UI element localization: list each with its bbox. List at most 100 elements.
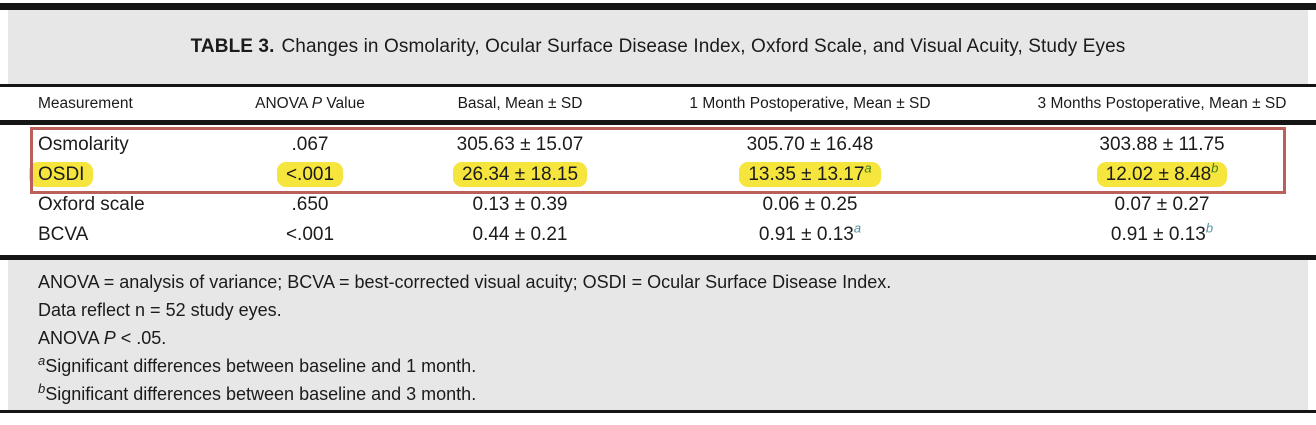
top-border-bar: [0, 3, 1316, 10]
mean-sd-value: 0.44 ± 0.21: [472, 224, 568, 245]
cell-content: 303.88 ± 11.75: [1099, 134, 1224, 155]
measurement-label: Oxford scale: [38, 194, 145, 215]
cell-content: 0.91 ± 0.13b: [1110, 220, 1214, 245]
basal-mean-cell: 26.34 ± 18.15: [380, 162, 660, 187]
month3-mean-cell: 303.88 ± 11.75: [960, 134, 1316, 156]
p-value: <.001: [285, 224, 335, 245]
highlight-mark: <.001: [276, 162, 344, 187]
mean-sd-value: 26.34 ± 18.15: [461, 164, 579, 185]
table-row: OSDI <.001 26.34 ± 18.15 13.35 ± 13.17a 12.0…: [0, 160, 1316, 190]
p-value: <.001: [285, 164, 335, 185]
text-part: < .05.: [115, 328, 167, 348]
month1-mean-cell: 305.70 ± 16.48: [660, 134, 960, 156]
p-value: .650: [291, 194, 329, 215]
month3-mean-cell: 0.91 ± 0.13b: [960, 220, 1316, 246]
cell-content: 305.63 ± 15.07: [457, 134, 584, 155]
table-row: Osmolarity .067 305.63 ± 15.07 305.70 ± 16.…: [0, 130, 1316, 160]
highlight-mark: 13.35 ± 13.17a: [739, 160, 881, 187]
mean-sd-value: 303.88 ± 11.75: [1099, 134, 1225, 155]
body-divider-rule: [0, 255, 1316, 260]
month3-mean-cell: 12.02 ± 8.48b: [960, 160, 1316, 187]
table-title-label: TABLE 3.: [190, 36, 275, 57]
mean-sd-value: 0.91 ± 0.13: [1110, 224, 1206, 245]
cell-content: 0.44 ± 0.21: [473, 224, 568, 245]
significance-superscript: a: [853, 220, 862, 236]
table-title: TABLE 3. Changes in Osmolarity, Ocular Su…: [191, 36, 1126, 58]
footnote-line: ANOVA = analysis of variance; BCVA = bes…: [38, 268, 1288, 296]
highlight-mark: 12.02 ± 8.48b: [1096, 160, 1228, 187]
column-header: 3 Months Postoperative, Mean ± SD: [960, 95, 1316, 113]
measurement-label: BCVA: [38, 224, 89, 245]
cell-content: 0.91 ± 0.13a: [758, 220, 862, 245]
p-value-cell: .067: [240, 134, 380, 156]
mean-sd-value: 0.13 ± 0.39: [472, 194, 568, 215]
mean-sd-value: 0.91 ± 0.13: [758, 224, 854, 245]
mean-sd-value: 0.07 ± 0.27: [1114, 194, 1210, 215]
footnote-superscript: b: [38, 381, 46, 396]
text-part: Significant differences between baseline…: [45, 384, 477, 404]
measurement-cell: BCVA: [0, 224, 240, 246]
text-part: P: [103, 328, 116, 348]
text-part: ANOVA: [255, 94, 312, 112]
text-part: Data reflect n = 52 study eyes.: [38, 300, 282, 320]
column-header: ANOVA P Value: [240, 95, 380, 113]
column-header: 1 Month Postoperative, Mean ± SD: [660, 95, 960, 113]
measurement-cell: Osmolarity: [0, 134, 240, 156]
mean-sd-value: 12.02 ± 8.48: [1105, 164, 1212, 185]
cell-content: <.001: [286, 224, 334, 245]
p-value-cell: .650: [240, 194, 380, 216]
cell-content: .650: [292, 194, 329, 215]
text-part: P: [311, 94, 323, 112]
cell-content: .067: [292, 134, 329, 155]
measurement-cell: OSDI: [0, 162, 240, 187]
footnote-line: bSignificant differences between baselin…: [38, 380, 1288, 408]
measurement-label: Osmolarity: [38, 134, 129, 155]
mean-sd-value: 0.06 ± 0.25: [762, 194, 858, 215]
text-part: Basal, Mean ± SD: [457, 94, 583, 112]
significance-superscript: b: [1205, 220, 1214, 236]
column-header: Basal, Mean ± SD: [380, 95, 660, 113]
measurement-cell: Oxford scale: [0, 194, 240, 216]
month1-mean-cell: 0.06 ± 0.25: [660, 194, 960, 216]
text-part: Measurement: [38, 94, 133, 112]
p-value: .067: [291, 134, 329, 155]
highlight-mark: 26.34 ± 18.15: [452, 162, 588, 187]
table-title-text: Changes in Osmolarity, Ocular Surface Di…: [281, 36, 1126, 57]
footnote-line: Data reflect n = 52 study eyes.: [38, 296, 1288, 324]
month1-mean-cell: 13.35 ± 13.17a: [660, 160, 960, 187]
footnotes-section: ANOVA = analysis of variance; BCVA = bes…: [8, 260, 1308, 410]
basal-mean-cell: 0.44 ± 0.21: [380, 224, 660, 246]
text-part: Value: [322, 94, 365, 112]
title-divider-rule: [0, 84, 1316, 87]
text-part: ANOVA = analysis of variance; BCVA = bes…: [38, 272, 892, 292]
cell-content: 305.70 ± 16.48: [747, 134, 874, 155]
highlight-mark: OSDI: [29, 162, 94, 187]
p-value-cell: <.001: [240, 224, 380, 246]
cell-content: 0.06 ± 0.25: [763, 194, 858, 215]
mean-sd-value: 305.70 ± 16.48: [746, 134, 874, 155]
footnote-superscript: a: [38, 353, 46, 368]
cell-content: BCVA: [38, 224, 88, 245]
table-body: Osmolarity .067 305.63 ± 15.07 305.70 ± 16.…: [0, 125, 1316, 255]
cell-content: Osmolarity: [38, 134, 129, 155]
mean-sd-value: 13.35 ± 13.17: [748, 164, 865, 185]
footnote-line: aSignificant differences between baselin…: [38, 352, 1288, 380]
p-value-cell: <.001: [240, 162, 380, 187]
text-part: Significant differences between baseline…: [45, 356, 477, 376]
significance-superscript: b: [1211, 160, 1219, 176]
basal-mean-cell: 0.13 ± 0.39: [380, 194, 660, 216]
table-row: Oxford scale .650 0.13 ± 0.39 0.06 ± 0.25 0.…: [0, 190, 1316, 220]
bottom-border-rule: [0, 410, 1316, 413]
cell-content: Oxford scale: [38, 194, 145, 215]
text-part: ANOVA: [38, 328, 104, 348]
cell-content: 0.13 ± 0.39: [473, 194, 568, 215]
header-divider-rule: [0, 120, 1316, 125]
table-row: BCVA <.001 0.44 ± 0.21 0.91 ± 0.13a 0.91 ± 0…: [0, 220, 1316, 250]
cell-content: 0.07 ± 0.27: [1115, 194, 1210, 215]
text-part: 3 Months Postoperative, Mean ± SD: [1037, 94, 1287, 112]
significance-superscript: a: [864, 160, 872, 176]
footnote-line: ANOVA P < .05.: [38, 324, 1288, 352]
column-header: Measurement: [0, 95, 240, 113]
mean-sd-value: 305.63 ± 15.07: [456, 134, 584, 155]
